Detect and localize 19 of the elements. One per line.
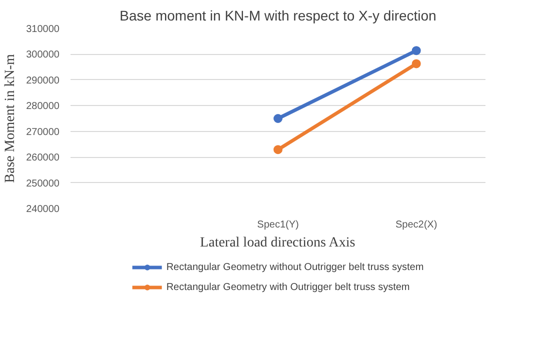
point: [274, 145, 282, 154]
y-tick-label: 270000: [26, 126, 60, 138]
x-axis-title: Lateral load directions Axis: [200, 236, 356, 250]
point: [412, 46, 421, 56]
x-tick-label: Spec1(Y): [257, 220, 299, 230]
legend-label: Rectangular Geometry with Outrigger belt truss system: [166, 281, 410, 293]
legend-label: Rectangular Geometry without Outrigger belt truss system: [166, 261, 424, 273]
y-tick-label: 300000: [26, 50, 60, 61]
y-tick-label: 250000: [26, 178, 60, 190]
y-tick-label: 240000: [26, 204, 60, 215]
x-tick-label: Spec2(X): [395, 220, 438, 230]
y-tick-label: 310000: [26, 24, 60, 35]
point: [412, 59, 421, 68]
point: [274, 114, 282, 123]
chart-title: Base moment in KN-M with respect to X-y direction: [120, 8, 436, 24]
y-tick-label: 280000: [26, 101, 60, 112]
y-tick-label: 290000: [26, 75, 60, 86]
y-tick-label: 260000: [26, 152, 60, 164]
y-axis-title: Base Moment in kN-m: [3, 54, 18, 183]
